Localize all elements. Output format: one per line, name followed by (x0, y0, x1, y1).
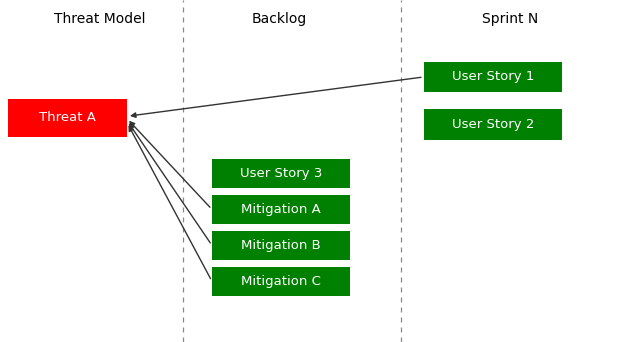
FancyBboxPatch shape (212, 159, 350, 188)
FancyBboxPatch shape (212, 267, 350, 296)
FancyBboxPatch shape (424, 62, 562, 92)
Text: Sprint N: Sprint N (482, 12, 539, 26)
FancyBboxPatch shape (212, 231, 350, 260)
FancyBboxPatch shape (8, 99, 127, 137)
Text: Backlog: Backlog (252, 12, 307, 26)
FancyBboxPatch shape (212, 195, 350, 224)
Text: Threat A: Threat A (39, 111, 96, 124)
Text: User Story 1: User Story 1 (451, 70, 534, 83)
Text: Mitigation B: Mitigation B (241, 239, 321, 252)
FancyBboxPatch shape (424, 109, 562, 140)
Text: User Story 3: User Story 3 (239, 167, 322, 180)
Text: User Story 2: User Story 2 (451, 118, 534, 131)
Text: Mitigation C: Mitigation C (241, 275, 321, 288)
Text: Mitigation A: Mitigation A (241, 203, 321, 216)
Text: Threat Model: Threat Model (54, 12, 145, 26)
